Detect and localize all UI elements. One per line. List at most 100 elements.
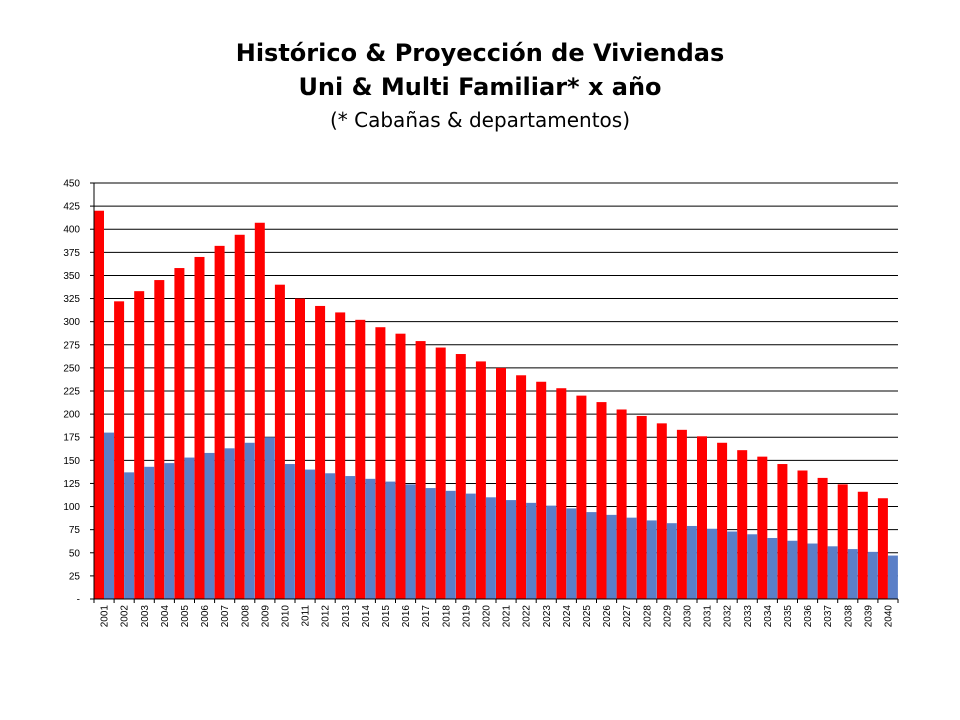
bar-red-2040: [877, 498, 888, 599]
bar-red-2023: [536, 381, 547, 599]
bar-blue-2009: [264, 437, 275, 599]
y-tick-label: 225: [63, 387, 80, 398]
bar-red-2007: [214, 245, 225, 599]
bar-red-2026: [596, 402, 607, 599]
y-tick-label: 425: [63, 202, 80, 213]
bar-red-2025: [576, 395, 587, 599]
bar-red-2014: [355, 319, 366, 599]
bar-red-2019: [455, 354, 466, 599]
bar-blue-2007: [224, 448, 235, 599]
bar-red-2035: [777, 464, 788, 599]
x-tick-label: 2032: [723, 605, 734, 628]
bar-red-2002: [114, 301, 125, 599]
y-tick-label: 450: [63, 179, 80, 190]
bar-blue-2017: [425, 488, 436, 599]
x-tick-label: 2040: [883, 605, 894, 628]
bar-red-2001: [94, 210, 104, 599]
chart-subtitle: Uni & Multi Familiar* x año: [298, 73, 662, 101]
x-tick-label: 2009: [260, 605, 271, 628]
bar-red-2034: [757, 456, 768, 599]
chart-note: (* Cabañas & departamentos): [329, 108, 631, 132]
x-tick-label: 2012: [321, 605, 332, 628]
bar-red-2015: [375, 327, 386, 599]
bar-blue-2019: [465, 493, 476, 599]
x-tick-labels: 2001 2002 2003 2004 2005 2006 2007 2008 2009 2010…: [100, 605, 895, 628]
x-tick-label: 2024: [562, 605, 573, 628]
x-tick-label: 2017: [421, 605, 432, 628]
bar-blue-2039: [867, 551, 878, 599]
bar-blue-2002: [124, 472, 135, 599]
bar-blue-2014: [365, 478, 376, 599]
x-tick-label: 2034: [763, 605, 774, 628]
bar-red-2028: [636, 415, 647, 599]
x-tick-label: 2031: [703, 605, 714, 628]
x-tick-label: 2030: [682, 605, 693, 628]
x-tick-label: 2006: [200, 605, 211, 628]
bar-red-2018: [435, 347, 446, 599]
bar-red-2033: [737, 450, 748, 599]
y-tick-label: 350: [63, 271, 80, 282]
y-tick-label: 400: [63, 225, 80, 236]
bar-blue-2011: [305, 469, 315, 599]
y-tick-label: 250: [63, 363, 80, 374]
x-tick-label: 2027: [622, 605, 633, 628]
x-tick-label: 2002: [120, 605, 131, 628]
bar-red-2037: [817, 477, 828, 599]
y-tick-label: 175: [63, 433, 80, 444]
bar-blue-2040: [887, 555, 898, 599]
y-tick-label: 75: [69, 525, 81, 536]
bar-red-2020: [475, 361, 486, 599]
bar-blue-2006: [204, 452, 215, 599]
x-tick-label: 2025: [582, 605, 593, 628]
x-tick-label: 2008: [240, 605, 251, 628]
bar-red-2032: [717, 442, 728, 599]
bar-blue-2010: [284, 464, 295, 599]
x-tick-label: 2038: [843, 605, 854, 628]
x-tick-label: 2001: [100, 605, 111, 628]
x-tick-label: 2014: [361, 605, 372, 628]
x-tick-label: 2015: [381, 605, 392, 628]
bar-blue-2005: [184, 457, 195, 599]
bar-red-2012: [315, 305, 326, 599]
bar-red-2021: [496, 367, 506, 599]
bar-blue-2036: [807, 543, 818, 599]
x-tick-label: 2011: [301, 605, 312, 627]
x-tick-label: 2033: [743, 605, 754, 628]
y-tick-label: 50: [69, 548, 81, 559]
bar-blue-2022: [526, 502, 537, 599]
bar-blue-2015: [385, 481, 396, 599]
x-tick-label: 2026: [602, 605, 613, 628]
bar-blue-2021: [506, 500, 516, 599]
bar-blue-2016: [405, 484, 416, 599]
y-tick-label: -: [77, 595, 80, 606]
bar-blue-2004: [164, 463, 175, 599]
bar-red-2036: [797, 470, 808, 599]
x-tick-label: 2028: [642, 605, 653, 628]
bar-red-2017: [415, 341, 426, 599]
bar-red-2027: [616, 409, 627, 599]
bar-red-2024: [556, 388, 567, 599]
bar-red-2008: [234, 234, 245, 599]
bar-blue-2018: [445, 490, 456, 599]
x-tick-label: 2004: [160, 605, 171, 628]
bar-blue-2033: [747, 534, 758, 599]
bar-red-2030: [676, 429, 687, 599]
bar-red-2005: [174, 268, 185, 599]
bar-red-2010: [274, 284, 285, 599]
x-tick-label: 2016: [401, 605, 412, 628]
x-tick-label: 2003: [140, 605, 151, 628]
bar-red-2031: [697, 436, 707, 599]
bar-red-2003: [134, 291, 145, 599]
bar-red-2013: [335, 312, 346, 599]
x-tick-label: 2029: [662, 605, 673, 628]
x-tick-label: 2022: [522, 605, 533, 628]
bar-blue-2031: [707, 528, 717, 599]
bar-red-2006: [194, 256, 205, 599]
bar-blue-2020: [485, 497, 496, 599]
x-tick-label: 2018: [441, 605, 452, 628]
x-tick-label: 2037: [823, 605, 834, 628]
bar-red-2011: [295, 298, 305, 599]
bar-blue-2028: [646, 520, 657, 599]
bar-blue-2023: [546, 505, 557, 599]
